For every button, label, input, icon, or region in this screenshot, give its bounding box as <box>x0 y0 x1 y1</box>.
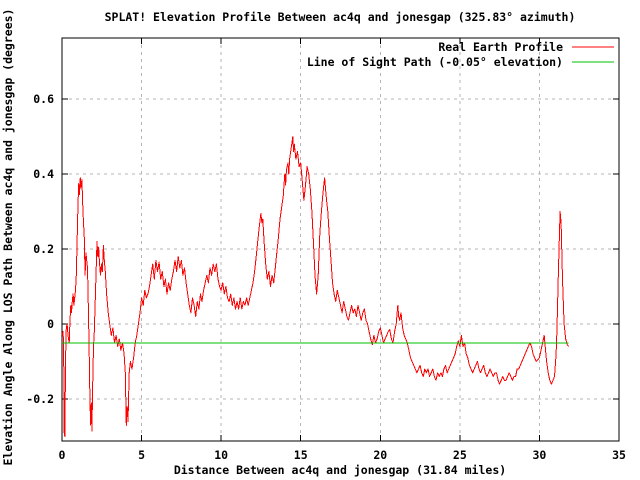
y-tick-label: 0.2 <box>33 242 54 256</box>
y-axis-label: Elevation Angle Along LOS Path Between a… <box>1 9 15 466</box>
legend: Real Earth Profile Line of Sight Path (-… <box>307 40 614 69</box>
x-tick-label: 35 <box>612 448 626 462</box>
x-axis-label: Distance Between ac4q and jonesgap (31.8… <box>174 463 506 477</box>
real-earth-profile-line <box>61 136 570 437</box>
x-tick-label: 30 <box>532 448 546 462</box>
grid-layer <box>62 38 619 441</box>
tick-layer <box>61 38 620 441</box>
data-series-layer <box>61 136 570 437</box>
legend-label-real-earth-profile: Real Earth Profile <box>438 40 563 54</box>
chart-title: SPLAT! Elevation Profile Between ac4q an… <box>105 10 576 24</box>
y-tick-label: -0.2 <box>26 392 54 406</box>
x-tick-label: 0 <box>59 448 66 462</box>
y-tick-label: 0 <box>47 317 54 331</box>
y-tick-label: 0.6 <box>33 92 54 106</box>
x-tick-label: 25 <box>453 448 467 462</box>
x-tick-label: 20 <box>373 448 387 462</box>
y-tick-label: 0.4 <box>33 167 54 181</box>
plot-border <box>61 37 620 442</box>
x-tick-label: 10 <box>214 448 228 462</box>
legend-label-line-of-sight: Line of Sight Path (-0.05° elevation) <box>307 55 563 69</box>
tick-label-layer: 0 5 10 15 20 25 30 35 -0.2 0 0.2 0.4 0.6 <box>26 92 626 462</box>
x-tick-label: 5 <box>138 448 145 462</box>
x-tick-label: 15 <box>294 448 308 462</box>
